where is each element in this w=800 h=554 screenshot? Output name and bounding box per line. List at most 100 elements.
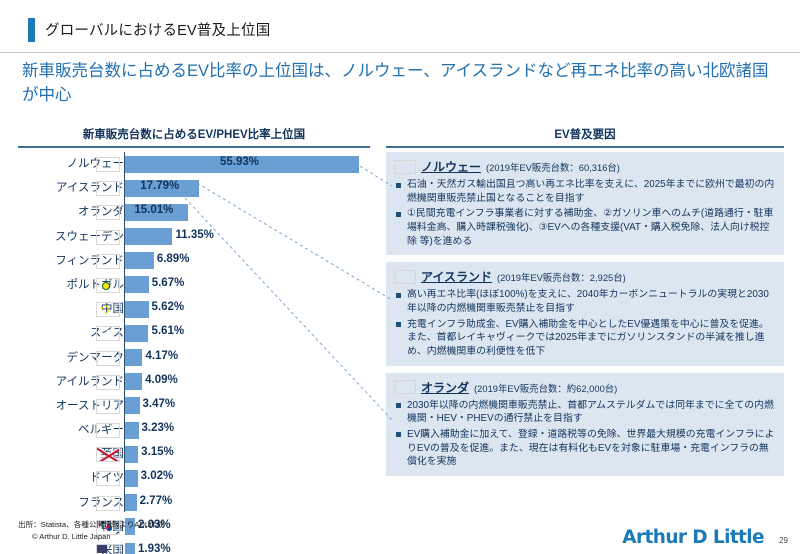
factor-panel: アイスランド (2019年EV販売台数：2,925台) 高い再エネ比率(ほぼ100%… (386, 262, 784, 366)
bar (125, 542, 135, 554)
flag-icon-at (96, 398, 120, 414)
lead-message: 新車販売台数に占めるEV比率の上位国は、ノルウェー、アイスランドなど再エネ比率の… (22, 62, 769, 104)
bar-category-label: ポルトガル (66, 278, 125, 291)
bar-value-label: 5.67% (151, 276, 185, 289)
chart-row: デンマーク 4.17% (18, 346, 370, 370)
bar (125, 349, 143, 366)
factor-panel: オランダ (2019年EV販売台数：約62,000台) 2030年以降の内燃機関車販… (386, 372, 784, 476)
bar-value-label: 3.02% (140, 470, 174, 483)
factor-bullet: 充電インフラ助成金、EV購入補助金を中心としたEV優遇策を中心に普及を促進。また… (394, 318, 776, 359)
bar-category-label: アイスランド (55, 182, 124, 195)
flag-icon-pt (96, 277, 120, 293)
chart-row: オランダ 15.01% (18, 200, 370, 224)
right-column: EV普及要因 ノルウェー (2019年EV販売台数：60,316台) 石油・天然ガス… (386, 126, 784, 483)
bar-category-label: ベルギー (78, 424, 124, 437)
panel-country-name: アイスランド (421, 270, 493, 285)
bar (125, 373, 143, 391)
company-logo: Arthur D Little (622, 527, 764, 548)
chart-row: 中国 5.62% (18, 297, 370, 321)
chart-row: ベルギー 3.23% (18, 418, 370, 442)
bar (125, 252, 154, 270)
flag-icon-is (394, 269, 416, 284)
bar-category-label: デンマーク (66, 351, 125, 364)
factor-bullet: EV購入補助金に加えて、登録・道路税等の免除、世界最大規模の充電インフラによりE… (394, 428, 776, 469)
bar-value-label: 4.09% (145, 373, 178, 386)
bar-category-label: フランス (78, 496, 124, 509)
factor-bullet: 高い再エネ比率(ほぼ100%)を支えに、2040年カーボンニュートラルの実現と2… (394, 288, 776, 315)
bar (125, 179, 200, 197)
bar-value-label: 4.17% (145, 349, 179, 362)
panel-country-name: オランダ (421, 380, 470, 395)
panel-country-name: ノルウェー (421, 160, 482, 174)
flag-icon-nl (96, 205, 120, 221)
bar (125, 300, 149, 318)
bar-category-label: スウェーデン (55, 230, 124, 243)
panel-header: アイスランド (2019年EV販売台数：2,925台) (394, 268, 776, 285)
bar-value-label: 1.93% (138, 543, 171, 554)
chart-row: フランス 2.77% (18, 491, 370, 515)
factor-bullet: 石油・天然ガス輸出国且つ高い再エネ比率を支えに、2025年までに欧州で最初の内燃… (394, 178, 776, 205)
flag-icon-fr (96, 495, 120, 511)
bar-category-label: オーストリア (55, 399, 124, 412)
source-line-2: © Arthur D. Little Japan (32, 531, 111, 541)
chart-title-rule (18, 146, 370, 148)
bar-category-label: アイルランド (55, 375, 124, 388)
bar (125, 469, 138, 487)
flag-icon-se (96, 229, 120, 245)
bar-category-label: ドイツ (89, 472, 125, 485)
bar-category-label: 米国 (101, 545, 124, 554)
bar-value-label: 3.47% (142, 397, 176, 410)
left-column: 新車販売台数に占めるEV/PHEV比率上位国 ノルウェー 55.93% アイスランド… (18, 126, 370, 554)
factor-panel: ノルウェー (2019年EV販売台数：60,316台) 石油・天然ガス輸出国且つ高い… (386, 152, 784, 256)
bar-category-label: フィンランド (55, 254, 124, 267)
chart-row: アイスランド 17.79% (18, 176, 370, 200)
bar-value-label: 2.77% (139, 494, 173, 507)
panel-country-sales: (2019年EV販売台数：約62,000台) (474, 382, 618, 394)
bar-value-label: 55.93% (220, 156, 260, 168)
chart-row: スイス5.61% (18, 321, 370, 345)
bar-value-label: 6.89% (156, 252, 190, 265)
source-note: 出所：Statista、各種公開情報よりADL作成 © Arthur D. Li… (18, 519, 164, 543)
factors-title-rule (386, 146, 784, 148)
panel-header: オランダ (2019年EV販売台数：約62,000台) (394, 379, 776, 396)
bar (125, 494, 137, 512)
factor-bullet: ①民間充電インフラ事業者に対する補助金、②ガソリン車へのムチ(道路通行・駐車場料… (394, 207, 776, 248)
flag-icon-ie (96, 374, 120, 390)
bar-chart: ノルウェー 55.93% アイスランド 17.79% オランダ 15.01% スウェーデン 1… (18, 152, 370, 554)
factor-bullet-list: 高い再エネ比率(ほぼ100%)を支えに、2040年カーボンニュートラルの実現と2… (394, 288, 776, 358)
chart-row: ポルトガル 5.67% (18, 273, 370, 297)
flag-icon-fi (96, 253, 120, 269)
flag-icon-no (96, 157, 120, 172)
factor-panel-list: ノルウェー (2019年EV販売台数：60,316台) 石油・天然ガス輸出国且つ高い… (386, 152, 784, 476)
flag-icon-gb (96, 447, 120, 463)
bar-value-label: 15.01% (134, 204, 174, 217)
bar (125, 228, 173, 246)
bar-category-label: ノルウェー (66, 158, 125, 170)
bar (125, 324, 149, 342)
flag-icon-dk (96, 350, 120, 366)
bar-value-label: 17.79% (140, 180, 180, 193)
page-title: グローバルにおけるEV普及上位国 (45, 23, 271, 39)
flag-icon-no (394, 159, 416, 174)
chart-row: アイルランド 4.09% (18, 370, 370, 394)
flag-icon-kr (96, 519, 120, 535)
factors-title: EV普及要因 (554, 129, 616, 141)
chart-row: 英国3.15% (18, 442, 370, 466)
flag-icon-de (96, 471, 120, 487)
chart-row: オーストリア 3.47% (18, 394, 370, 418)
panel-header: ノルウェー (2019年EV販売台数：60,316台) (394, 158, 776, 175)
bar-value-label: 2.03% (138, 518, 171, 531)
bar-value-label: 3.15% (141, 446, 174, 459)
bar (125, 397, 140, 415)
flag-icon-nl (394, 380, 416, 395)
bar-category-label: オランダ (78, 206, 124, 219)
bar-value-label: 3.23% (141, 422, 175, 435)
page-number: 29 (779, 536, 788, 545)
flag-icon-cn (96, 302, 120, 318)
source-line-1: 出所：Statista、各種公開情報よりADL作成 (18, 520, 165, 529)
chart-row: ノルウェー 55.93% (18, 152, 370, 176)
panel-country-sales: (2019年EV販売台数：2,925台) (497, 272, 626, 284)
bar (125, 203, 188, 221)
chart-row: 米国 1.93% (18, 539, 370, 554)
